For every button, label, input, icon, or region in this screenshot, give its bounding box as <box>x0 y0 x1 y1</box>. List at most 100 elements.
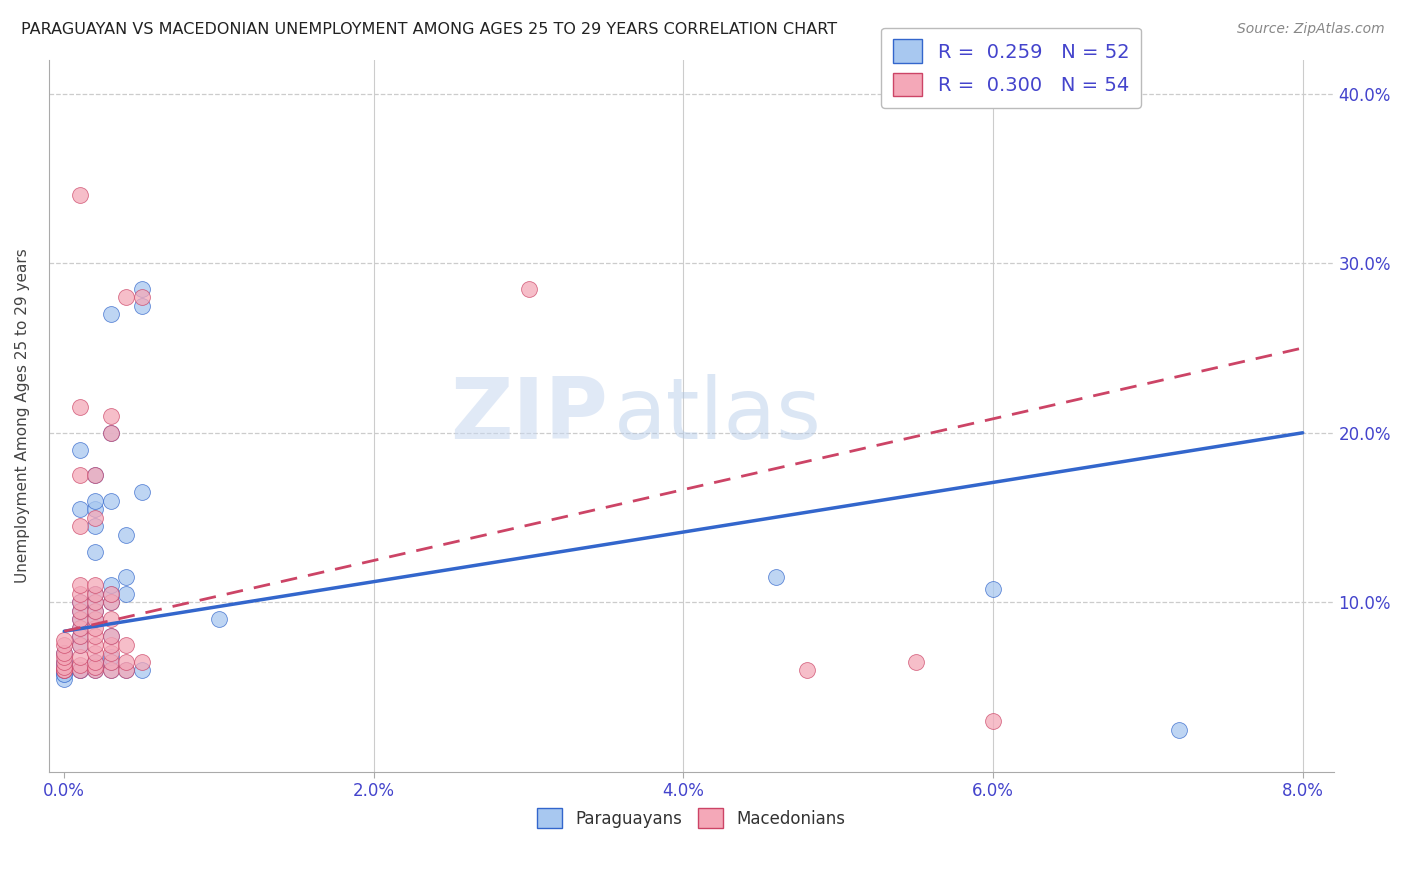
Point <box>115 587 138 601</box>
Point <box>69 604 91 618</box>
Point <box>84 502 107 516</box>
Point <box>84 493 107 508</box>
Point <box>796 663 818 677</box>
Point <box>53 672 76 686</box>
Point <box>69 629 91 643</box>
Point <box>100 612 122 626</box>
Point <box>131 299 153 313</box>
Point <box>100 409 122 423</box>
Point <box>100 646 122 660</box>
Point <box>131 663 153 677</box>
Point <box>84 655 107 669</box>
Point <box>115 570 138 584</box>
Point <box>100 587 122 601</box>
Point <box>53 663 76 677</box>
Y-axis label: Unemployment Among Ages 25 to 29 years: Unemployment Among Ages 25 to 29 years <box>15 249 30 583</box>
Point <box>84 510 107 524</box>
Point <box>53 632 76 647</box>
Point <box>100 663 122 677</box>
Point <box>69 663 91 677</box>
Point <box>69 401 91 415</box>
Point <box>100 655 122 669</box>
Point <box>53 663 76 677</box>
Text: Source: ZipAtlas.com: Source: ZipAtlas.com <box>1237 22 1385 37</box>
Point <box>100 578 122 592</box>
Point <box>84 612 107 626</box>
Point <box>1167 723 1189 737</box>
Point <box>53 666 76 681</box>
Point <box>69 587 91 601</box>
Point <box>115 663 138 677</box>
Point <box>115 663 138 677</box>
Point <box>69 442 91 457</box>
Point <box>84 468 107 483</box>
Point <box>69 612 91 626</box>
Point <box>53 663 76 677</box>
Point <box>517 282 540 296</box>
Point <box>131 485 153 500</box>
Point <box>84 604 107 618</box>
Point <box>115 638 138 652</box>
Point <box>84 612 107 626</box>
Point <box>84 595 107 609</box>
Point <box>84 655 107 669</box>
Point <box>981 714 1004 728</box>
Point <box>53 655 76 669</box>
Point <box>69 638 91 652</box>
Point <box>69 468 91 483</box>
Point <box>131 290 153 304</box>
Point <box>100 629 122 643</box>
Point <box>115 290 138 304</box>
Point <box>84 595 107 609</box>
Text: ZIP: ZIP <box>450 375 607 458</box>
Legend: Paraguayans, Macedonians: Paraguayans, Macedonians <box>530 801 852 835</box>
Point <box>69 638 91 652</box>
Point <box>208 612 231 626</box>
Point <box>53 663 76 677</box>
Point <box>69 612 91 626</box>
Point <box>69 595 91 609</box>
Point <box>100 649 122 664</box>
Point <box>84 468 107 483</box>
Point <box>100 425 122 440</box>
Point <box>131 655 153 669</box>
Point <box>84 587 107 601</box>
Point <box>69 604 91 618</box>
Point <box>115 655 138 669</box>
Point <box>84 660 107 674</box>
Point <box>765 570 787 584</box>
Point <box>100 595 122 609</box>
Point <box>84 604 107 618</box>
Point <box>69 621 91 635</box>
Point <box>69 595 91 609</box>
Point <box>84 660 107 674</box>
Point <box>84 621 107 635</box>
Point <box>53 655 76 669</box>
Point <box>84 638 107 652</box>
Point <box>69 658 91 673</box>
Point <box>100 638 122 652</box>
Point <box>84 519 107 533</box>
Point <box>100 595 122 609</box>
Text: atlas: atlas <box>614 375 823 458</box>
Point <box>904 655 927 669</box>
Point <box>100 493 122 508</box>
Point <box>131 282 153 296</box>
Point <box>53 649 76 664</box>
Point <box>53 638 76 652</box>
Point <box>53 666 76 681</box>
Point <box>84 587 107 601</box>
Point <box>115 527 138 541</box>
Point <box>100 307 122 321</box>
Point <box>84 646 107 660</box>
Point <box>84 544 107 558</box>
Point <box>69 663 91 677</box>
Point <box>53 646 76 660</box>
Point <box>69 519 91 533</box>
Point <box>69 629 91 643</box>
Point <box>84 578 107 592</box>
Point <box>100 629 122 643</box>
Point <box>69 649 91 664</box>
Point <box>53 658 76 673</box>
Point <box>84 663 107 677</box>
